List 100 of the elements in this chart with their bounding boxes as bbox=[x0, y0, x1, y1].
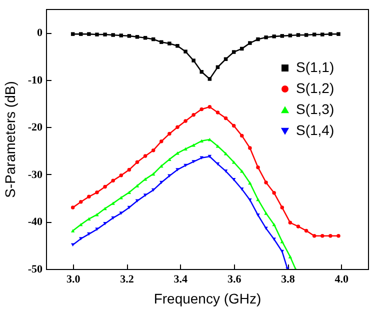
y-tick-label: -40 bbox=[28, 216, 43, 228]
point bbox=[232, 160, 236, 164]
point bbox=[248, 41, 252, 45]
point bbox=[336, 234, 340, 238]
point bbox=[208, 77, 212, 81]
point bbox=[176, 125, 180, 130]
point bbox=[288, 34, 292, 38]
point bbox=[192, 160, 196, 164]
point bbox=[224, 152, 228, 156]
point bbox=[328, 32, 332, 36]
point bbox=[224, 116, 228, 120]
point bbox=[200, 139, 204, 143]
point bbox=[304, 228, 308, 233]
point bbox=[70, 206, 75, 210]
legend-label: S(1,3) bbox=[296, 101, 334, 117]
point bbox=[296, 224, 300, 228]
point bbox=[272, 34, 276, 38]
x-tick-label: 3.8 bbox=[281, 274, 296, 286]
point bbox=[320, 32, 324, 36]
y-axis-title: S-Parameters (dB) bbox=[2, 81, 18, 198]
point bbox=[95, 228, 99, 231]
point bbox=[280, 34, 284, 38]
point bbox=[280, 206, 284, 210]
point bbox=[135, 160, 140, 164]
point bbox=[216, 144, 220, 148]
point bbox=[304, 33, 308, 37]
x-tick-label: 4.0 bbox=[334, 274, 350, 286]
point bbox=[256, 213, 260, 217]
point bbox=[160, 40, 164, 44]
point bbox=[288, 220, 292, 225]
point bbox=[312, 32, 316, 36]
legend-label: S(1,2) bbox=[296, 80, 334, 96]
point bbox=[119, 174, 124, 178]
point bbox=[87, 232, 91, 236]
point bbox=[264, 226, 268, 230]
point bbox=[208, 154, 212, 158]
point bbox=[184, 147, 188, 151]
point bbox=[70, 243, 75, 247]
point bbox=[135, 35, 140, 39]
point bbox=[168, 132, 172, 136]
point bbox=[79, 32, 83, 36]
point bbox=[111, 202, 115, 205]
point bbox=[280, 250, 284, 254]
point bbox=[224, 57, 228, 61]
point bbox=[95, 32, 99, 36]
point bbox=[127, 34, 132, 38]
point bbox=[184, 50, 188, 54]
point bbox=[176, 152, 180, 155]
point bbox=[216, 110, 220, 114]
x-axis-title: Frequency (GHz) bbox=[154, 290, 262, 306]
point bbox=[103, 184, 107, 189]
point bbox=[328, 234, 332, 238]
point bbox=[232, 50, 236, 54]
point bbox=[119, 34, 124, 38]
point bbox=[160, 164, 164, 168]
point bbox=[208, 104, 212, 109]
point bbox=[256, 198, 260, 202]
point bbox=[111, 216, 115, 220]
point bbox=[240, 187, 244, 191]
point bbox=[272, 222, 276, 226]
point bbox=[103, 206, 107, 210]
point bbox=[111, 33, 115, 37]
point bbox=[70, 229, 75, 232]
point bbox=[272, 238, 276, 241]
point bbox=[168, 42, 172, 46]
point bbox=[184, 119, 188, 123]
x-tick-label: 3.0 bbox=[66, 274, 81, 286]
point bbox=[264, 35, 268, 40]
x-tick-label: 3.2 bbox=[120, 274, 134, 286]
y-tick-label: 0 bbox=[37, 27, 43, 40]
x-tick-label: 3.6 bbox=[227, 274, 242, 286]
point bbox=[79, 222, 83, 226]
point bbox=[248, 181, 252, 185]
point bbox=[272, 191, 276, 195]
point bbox=[320, 234, 324, 238]
point bbox=[176, 168, 180, 172]
point bbox=[111, 178, 115, 182]
point bbox=[151, 172, 156, 176]
point bbox=[79, 237, 83, 240]
y-tick-label: -10 bbox=[28, 74, 43, 86]
point bbox=[216, 162, 220, 166]
point bbox=[256, 165, 260, 170]
point bbox=[135, 199, 140, 203]
point bbox=[312, 234, 316, 238]
point bbox=[160, 180, 164, 184]
point bbox=[168, 158, 172, 161]
point bbox=[248, 146, 252, 150]
point bbox=[87, 32, 91, 36]
point bbox=[143, 194, 148, 197]
point bbox=[127, 168, 132, 172]
point bbox=[87, 217, 91, 221]
point bbox=[200, 107, 204, 112]
point bbox=[240, 134, 244, 138]
point bbox=[336, 32, 340, 36]
point bbox=[103, 32, 107, 36]
point bbox=[256, 37, 260, 42]
point bbox=[264, 212, 268, 215]
point bbox=[232, 178, 236, 182]
point bbox=[70, 32, 75, 36]
point bbox=[296, 33, 300, 37]
